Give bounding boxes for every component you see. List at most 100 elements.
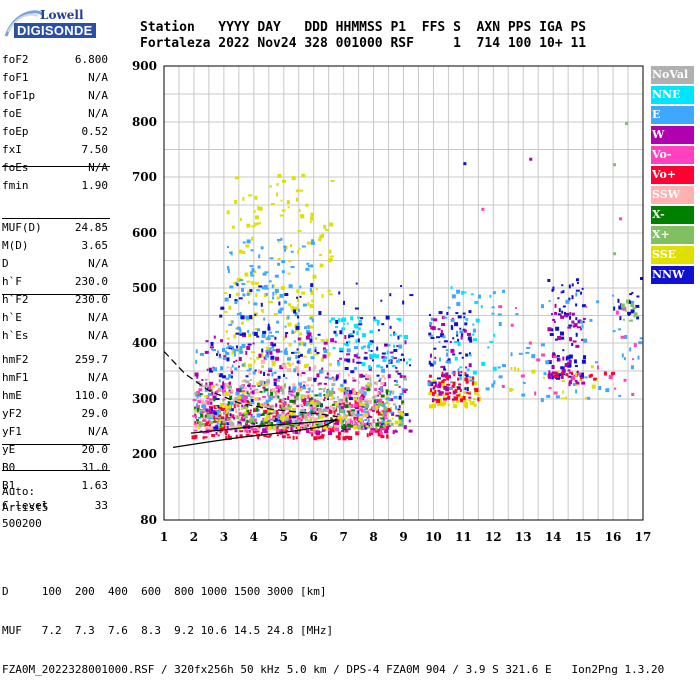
echo-point (467, 390, 471, 393)
echo-point (359, 389, 363, 394)
echo-point (534, 391, 537, 396)
echo-point (270, 425, 273, 429)
echo-point (226, 429, 229, 434)
echo-point (367, 384, 371, 388)
echo-point (427, 380, 431, 383)
echo-point (444, 374, 448, 378)
echo-point (565, 373, 569, 377)
echo-point (224, 392, 229, 397)
echo-point (333, 424, 337, 428)
echo-point (383, 406, 388, 411)
echo-point (294, 331, 297, 334)
echo-point (340, 390, 344, 393)
echo-point (313, 424, 317, 427)
echo-point (359, 408, 364, 412)
echo-point (254, 388, 259, 391)
echo-point (379, 425, 384, 428)
param-value: 20.0 (81, 443, 109, 456)
echo-point (376, 364, 381, 368)
echo-point (510, 352, 513, 357)
echo-point (327, 377, 332, 380)
echo-point (296, 296, 299, 299)
echo-point (630, 300, 635, 304)
echo-point (561, 366, 565, 371)
echo-point (289, 244, 292, 248)
echo-point (263, 317, 266, 321)
echo-point (247, 363, 252, 368)
echo-point (201, 400, 205, 405)
echo-point (331, 376, 334, 379)
echo-point (197, 409, 202, 414)
echo-point (369, 408, 373, 411)
echo-point (351, 409, 356, 412)
param-label: yF2 (2, 407, 22, 420)
echo-point (635, 304, 640, 308)
echo-point (402, 388, 407, 393)
echo-point (517, 368, 520, 373)
echo-point (358, 417, 361, 421)
echo-point (633, 343, 637, 348)
echo-point (358, 323, 363, 326)
echo-point (277, 262, 281, 266)
y-tick-label: 600 (132, 226, 157, 240)
echo-point (223, 422, 227, 426)
echo-point (285, 415, 289, 419)
echo-point (292, 403, 297, 406)
echo-point (540, 398, 544, 403)
echo-point (368, 400, 373, 405)
param-label: foF2 (2, 53, 29, 66)
echo-point (204, 422, 209, 427)
echo-point (387, 397, 391, 401)
echo-point (614, 387, 617, 390)
echo-point (587, 396, 591, 400)
echo-point (438, 381, 442, 385)
echo-point (433, 388, 436, 392)
echo-point (579, 379, 582, 382)
echo-point (290, 394, 295, 397)
echo-point (297, 388, 300, 392)
x-tick-label: 2 (190, 530, 198, 544)
echo-point (289, 399, 294, 403)
footer-file-info: FZA0M_2022328001000.RSF / 320fx256h 50 k… (2, 663, 665, 676)
echo-point (211, 433, 216, 437)
echo-point (335, 405, 339, 408)
echo-point (227, 342, 230, 345)
echo-point (236, 313, 240, 316)
echo-point (305, 391, 310, 394)
echo-point (333, 330, 337, 334)
echo-point (325, 394, 329, 399)
echo-point (281, 407, 286, 412)
echo-point (306, 387, 309, 390)
echo-point (581, 324, 584, 329)
echo-point (367, 418, 370, 422)
echo-point (220, 385, 224, 390)
echo-point (219, 314, 223, 318)
echo-point (356, 416, 359, 421)
echo-point (461, 356, 464, 359)
echo-point (291, 330, 295, 334)
echo-point (260, 308, 264, 312)
echo-point (450, 325, 453, 330)
echo-point (292, 386, 297, 390)
echo-point (273, 312, 278, 316)
echo-point (293, 306, 298, 311)
echo-point (518, 352, 523, 355)
echo-point (312, 404, 317, 408)
param-row: h`F 230.0 (2, 274, 108, 290)
echo-point (209, 381, 214, 386)
echo-point (386, 412, 389, 415)
echo-point (217, 416, 221, 419)
echo-point (381, 374, 385, 378)
echo-point (542, 376, 545, 379)
echo-point (203, 417, 207, 421)
echo-point (202, 409, 206, 412)
echo-point (455, 312, 459, 315)
echo-point (252, 371, 256, 375)
echo-point (565, 299, 570, 304)
echo-point (396, 318, 399, 321)
echo-point (385, 315, 390, 320)
echo-point (472, 328, 476, 333)
echo-point (575, 384, 578, 387)
echo-point (321, 263, 324, 267)
echo-point (221, 389, 226, 393)
